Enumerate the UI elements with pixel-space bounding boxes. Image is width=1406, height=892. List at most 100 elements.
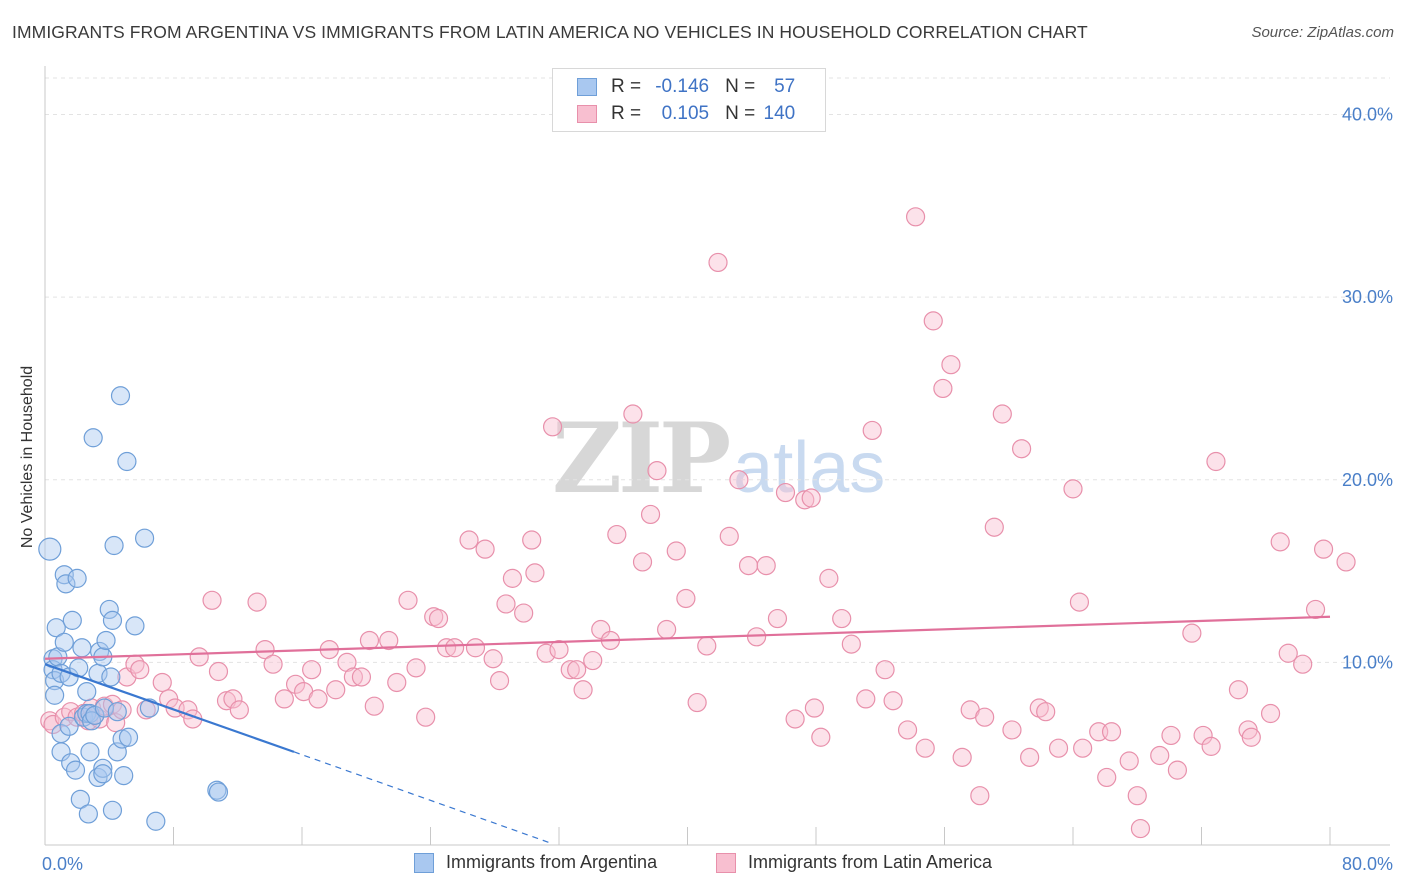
point-latin-america <box>1073 738 1093 758</box>
legend-n-label: N = <box>725 103 756 124</box>
point-latin-america <box>255 639 275 660</box>
legend-r-label: R = <box>611 76 642 97</box>
point-argentina <box>72 638 92 658</box>
point-latin-america <box>1127 786 1147 806</box>
point-latin-america <box>640 504 661 525</box>
series-legend: Immigrants from Argentina Immigrants fro… <box>0 852 1406 878</box>
watermark-zip: ZIP <box>552 402 731 515</box>
point-argentina <box>77 681 97 702</box>
point-latin-america <box>676 588 696 609</box>
point-argentina <box>56 574 76 594</box>
legend-swatch-latin-america <box>577 105 597 123</box>
series-swatch-argentina <box>414 852 434 873</box>
point-latin-america <box>1167 760 1188 780</box>
point-latin-america <box>1193 725 1213 746</box>
point-argentina <box>67 568 87 588</box>
point-latin-america <box>229 700 249 720</box>
point-latin-america <box>542 417 563 437</box>
point-argentina <box>101 667 121 687</box>
point-latin-america <box>567 660 587 680</box>
point-latin-america <box>832 608 852 629</box>
point-argentina <box>83 428 103 448</box>
point-latin-america <box>202 590 222 610</box>
y-tick-label: 20.0% <box>1342 470 1393 490</box>
point-latin-america <box>444 638 465 658</box>
point-argentina <box>54 632 74 652</box>
point-latin-america <box>285 674 306 694</box>
point-argentina <box>110 386 131 406</box>
trend-line-argentina <box>44 663 295 753</box>
grid-lines <box>45 77 1390 663</box>
point-argentina <box>112 729 132 749</box>
point-latin-america <box>687 692 707 713</box>
tick-labels: 10.0% 20.0% 30.0% 40.0% 0.0% 80.0% <box>42 105 1393 874</box>
point-latin-america <box>387 672 407 693</box>
point-latin-america <box>1069 592 1090 612</box>
point-latin-america <box>379 630 399 651</box>
point-latin-america <box>502 568 523 588</box>
legend-n-label: N = <box>725 76 756 97</box>
point-latin-america <box>708 252 728 273</box>
point-latin-america <box>607 524 627 545</box>
point-argentina <box>81 711 102 731</box>
point-latin-america <box>359 630 380 651</box>
point-argentina <box>85 705 105 725</box>
point-latin-america <box>697 636 717 656</box>
point-latin-america <box>984 517 1004 537</box>
point-latin-america <box>1011 439 1032 459</box>
point-latin-america <box>496 594 516 614</box>
watermark-atlas: atlas <box>733 428 886 508</box>
point-latin-america <box>992 404 1012 424</box>
point-latin-america <box>862 420 882 441</box>
point-latin-america <box>897 720 918 740</box>
point-latin-america <box>573 680 593 700</box>
trend-line-latin-america <box>44 615 1331 660</box>
point-latin-america <box>274 689 294 709</box>
point-argentina <box>80 742 100 762</box>
axes <box>44 66 1390 846</box>
source-label: Source: ZipAtlas.com <box>1251 24 1394 41</box>
point-argentina <box>93 758 113 778</box>
point-latin-america <box>1206 451 1226 472</box>
legend-swatch-argentina <box>577 78 597 96</box>
point-latin-america <box>804 698 824 718</box>
point-latin-america <box>975 707 995 727</box>
point-latin-america <box>560 660 580 680</box>
trend-line-argentina-extension <box>293 751 552 844</box>
point-latin-america <box>208 661 229 682</box>
point-latin-america <box>1228 680 1249 700</box>
point-latin-america <box>302 660 322 680</box>
point-argentina <box>208 782 229 802</box>
point-latin-america <box>549 639 569 660</box>
point-latin-america <box>875 660 895 680</box>
point-latin-america <box>785 709 805 729</box>
point-latin-america <box>1048 738 1069 758</box>
point-latin-america <box>970 786 990 806</box>
correlation-legend: R = -0.146 N = 57 R = 0.105 N = 140 <box>552 68 826 132</box>
series-name-argentina: Immigrants from Argentina <box>446 852 658 872</box>
point-latin-america <box>1097 767 1117 788</box>
point-latin-america <box>1305 599 1326 620</box>
point-latin-america <box>189 647 209 667</box>
legend-r-value: -0.146 <box>655 76 710 97</box>
point-latin-america <box>915 738 935 758</box>
point-latin-america <box>465 638 486 658</box>
point-latin-america <box>746 627 767 647</box>
point-latin-america <box>1336 552 1356 572</box>
point-latin-america <box>1130 818 1151 839</box>
point-latin-america <box>223 689 243 709</box>
point-latin-america <box>1029 698 1049 718</box>
watermark: ZIPatlas <box>552 402 885 515</box>
point-latin-america <box>326 680 346 700</box>
point-latin-america <box>1293 654 1313 674</box>
point-latin-america <box>941 355 961 375</box>
point-argentina <box>45 685 65 705</box>
point-argentina <box>59 716 79 736</box>
series-name-latin-america: Immigrants from Latin America <box>748 852 993 872</box>
legend-n-value: 140 <box>763 103 796 124</box>
point-latin-america <box>1241 727 1261 747</box>
point-argentina <box>46 618 66 638</box>
point-latin-america <box>152 672 172 693</box>
point-argentina <box>96 630 116 651</box>
chart-title: IMMIGRANTS FROM ARGENTINA VS IMMIGRANTS … <box>12 22 1088 42</box>
